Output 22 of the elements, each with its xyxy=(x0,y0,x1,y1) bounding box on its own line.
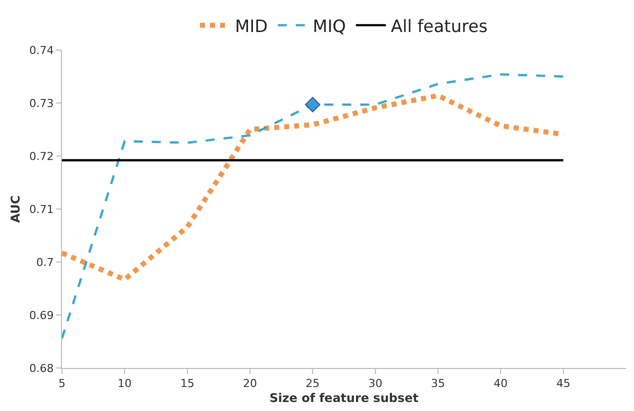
x-tick-label: 15 xyxy=(180,377,194,390)
y-tick-label: 0.71 xyxy=(29,202,54,216)
y-tick-label: 0.69 xyxy=(29,308,54,322)
line-series xyxy=(62,73,564,340)
legend-label: MIQ xyxy=(312,16,346,37)
y-tick-label: 0.73 xyxy=(29,96,54,110)
x-tick-label: 35 xyxy=(431,377,445,390)
x-tick-label: 30 xyxy=(368,377,382,390)
x-tick-label: 20 xyxy=(243,377,257,390)
x-axis-title: Size of feature subset xyxy=(270,391,419,406)
x-tick-label: 25 xyxy=(306,377,320,390)
legend-label: MID xyxy=(235,16,268,37)
y-tick-label: 0.72 xyxy=(29,150,54,163)
x-tick-label: 10 xyxy=(118,377,132,390)
y-tick-label: 0.7 xyxy=(36,256,54,269)
y-tick-label: 0.74 xyxy=(29,44,54,57)
x-tick-label: 40 xyxy=(494,377,508,390)
x-tick-label: 5 xyxy=(58,377,66,390)
y-axis-title: AUC xyxy=(8,195,23,223)
y-tick-label: 0.68 xyxy=(29,362,54,375)
legend-label: All features xyxy=(390,16,488,37)
x-tick-label: 45 xyxy=(556,377,570,390)
